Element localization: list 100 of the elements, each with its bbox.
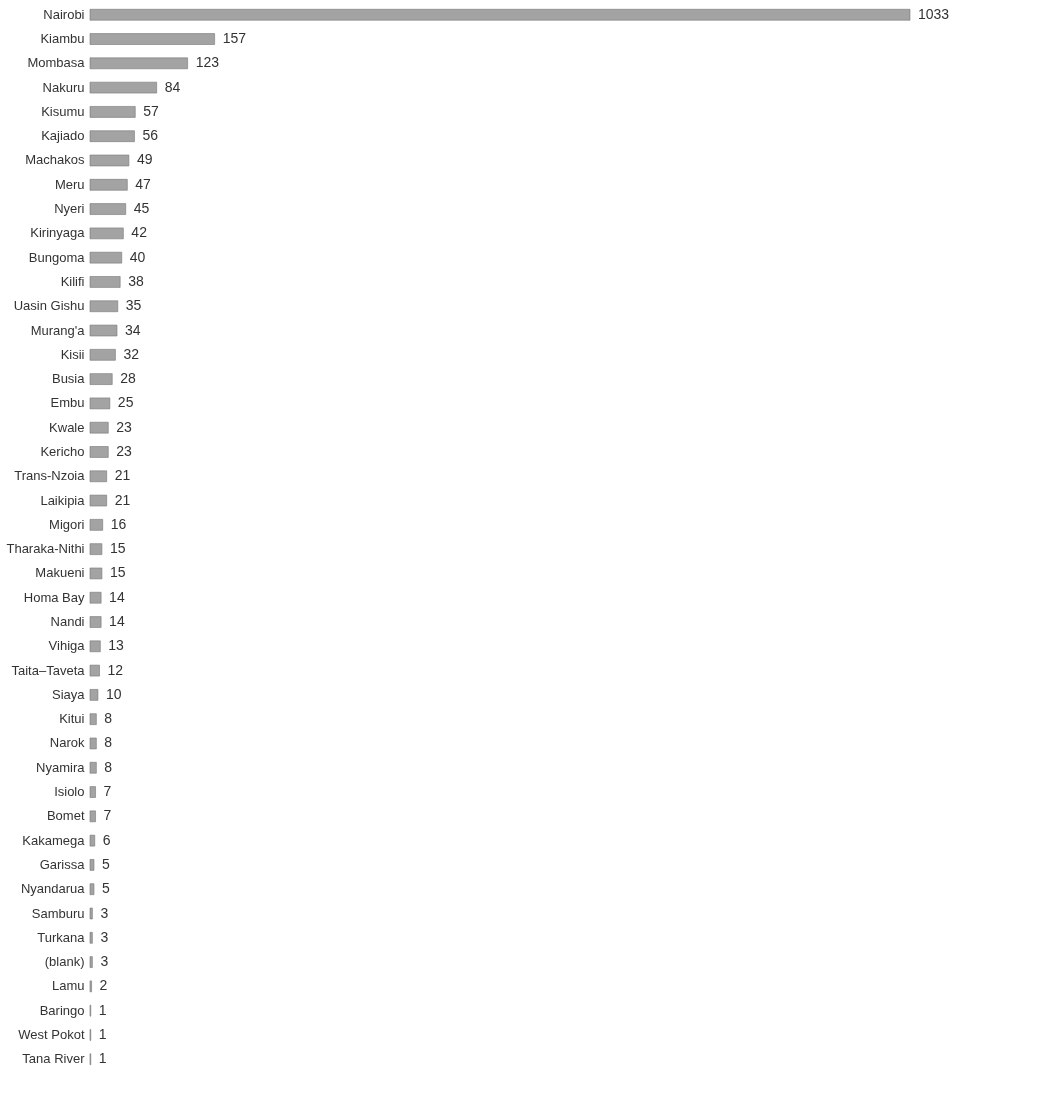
- bar: [89, 713, 97, 725]
- data-label: 23: [116, 418, 133, 435]
- data-label: 56: [142, 127, 159, 144]
- data-label: 1033: [918, 5, 950, 22]
- y-tick-label: Turkana: [37, 929, 86, 945]
- bar: [89, 446, 109, 458]
- data-label: 15: [109, 540, 126, 557]
- data-label: 1: [98, 1025, 107, 1042]
- y-tick-label: Kirinyaga: [30, 225, 86, 241]
- data-label: 1: [98, 1050, 107, 1067]
- data-label: 5: [101, 855, 110, 872]
- bar: [89, 907, 93, 920]
- bar: [89, 8, 911, 21]
- y-tick-label: Bungoma: [28, 249, 86, 265]
- data-label: 8: [104, 758, 113, 775]
- data-label: 42: [131, 224, 148, 241]
- bar: [89, 859, 95, 871]
- data-label: 45: [133, 200, 150, 217]
- bar: [89, 932, 93, 944]
- data-label: 21: [114, 491, 131, 508]
- y-tick-label: Nandi: [50, 614, 85, 630]
- y-tick-label: Nyeri: [54, 201, 85, 217]
- y-tick-label: Taita–Taveta: [11, 662, 86, 678]
- data-label: 34: [124, 321, 141, 338]
- bar: [89, 883, 95, 895]
- data-label: 7: [103, 807, 112, 824]
- bar: [89, 349, 116, 361]
- data-label: 12: [107, 661, 124, 678]
- data-label: 14: [109, 613, 125, 630]
- y-tick-label: Nairobi: [43, 6, 85, 22]
- bar: [89, 397, 111, 410]
- data-label: 28: [120, 370, 137, 387]
- bar: [89, 106, 136, 118]
- data-label: 38: [128, 272, 144, 289]
- y-tick-label: Busia: [51, 371, 86, 387]
- y-tick-label: Samburu: [31, 905, 85, 921]
- data-label: 7: [103, 783, 112, 800]
- y-tick-label: Tharaka-Nithi: [6, 541, 85, 557]
- y-tick-label: Kitui: [59, 711, 85, 727]
- y-tick-label: Kakamega: [22, 832, 86, 848]
- data-label: 23: [116, 442, 133, 459]
- bar: [89, 519, 103, 531]
- data-label: 13: [108, 637, 125, 654]
- bar: [89, 689, 99, 701]
- bar: [89, 57, 188, 70]
- bar: [89, 591, 102, 604]
- data-label: 35: [125, 297, 142, 314]
- data-label: 123: [195, 54, 220, 71]
- y-tick-label: Meru: [54, 176, 85, 192]
- bar: [89, 616, 102, 628]
- y-tick-label: Lamu: [51, 978, 85, 994]
- y-tick-label: West Pokot: [18, 1026, 85, 1042]
- data-label: 6: [102, 831, 111, 848]
- bar: [89, 179, 128, 191]
- y-tick-label: Embu: [50, 395, 85, 411]
- bar: [89, 251, 123, 264]
- y-tick-label: Siaya: [51, 686, 86, 702]
- y-tick-label: Kericho: [40, 443, 85, 459]
- data-label: 3: [100, 928, 109, 945]
- bar: [89, 154, 130, 167]
- data-label: 57: [143, 102, 160, 119]
- data-label: 25: [117, 394, 134, 411]
- data-label: 32: [123, 345, 140, 362]
- y-tick-label: Homa Bay: [23, 589, 85, 605]
- bar: [89, 762, 97, 774]
- data-label: 84: [164, 78, 181, 95]
- bar: [89, 664, 100, 677]
- data-label: 8: [104, 734, 113, 751]
- data-label: 40: [129, 248, 146, 265]
- data-label: 2: [99, 977, 108, 994]
- y-tick-label: Nyandarua: [20, 881, 86, 897]
- bar: [89, 203, 127, 215]
- bar: [89, 786, 96, 798]
- y-tick-label: Kwale: [49, 419, 85, 435]
- y-tick-label: Baringo: [39, 1002, 85, 1018]
- bar: [89, 834, 96, 847]
- bar: [89, 276, 121, 288]
- data-label: 5: [101, 880, 110, 897]
- y-tick-label: Kilifi: [60, 273, 85, 289]
- bar: [89, 470, 107, 483]
- y-tick-label: Nyamira: [36, 759, 86, 775]
- bar: [89, 81, 157, 94]
- data-label: 49: [136, 151, 153, 168]
- y-tick-label: Trans-Nzoia: [14, 468, 86, 484]
- bar: [89, 324, 118, 337]
- y-tick-label: Kiambu: [40, 31, 85, 47]
- bar: [89, 494, 107, 507]
- bar: [89, 567, 103, 580]
- y-tick-label: Kisumu: [41, 103, 85, 119]
- y-tick-label: Migori: [49, 516, 85, 532]
- bar: [89, 300, 119, 312]
- y-tick-label: Tana River: [22, 1051, 86, 1067]
- data-label: 157: [222, 30, 247, 47]
- bar: [89, 130, 135, 142]
- y-tick-label: Nakuru: [42, 79, 85, 95]
- y-tick-label: Vihiga: [48, 638, 86, 654]
- y-tick-label: Makueni: [35, 565, 85, 581]
- bar: [89, 33, 215, 45]
- data-label: 15: [109, 564, 126, 581]
- y-tick-label: Mombasa: [27, 55, 86, 71]
